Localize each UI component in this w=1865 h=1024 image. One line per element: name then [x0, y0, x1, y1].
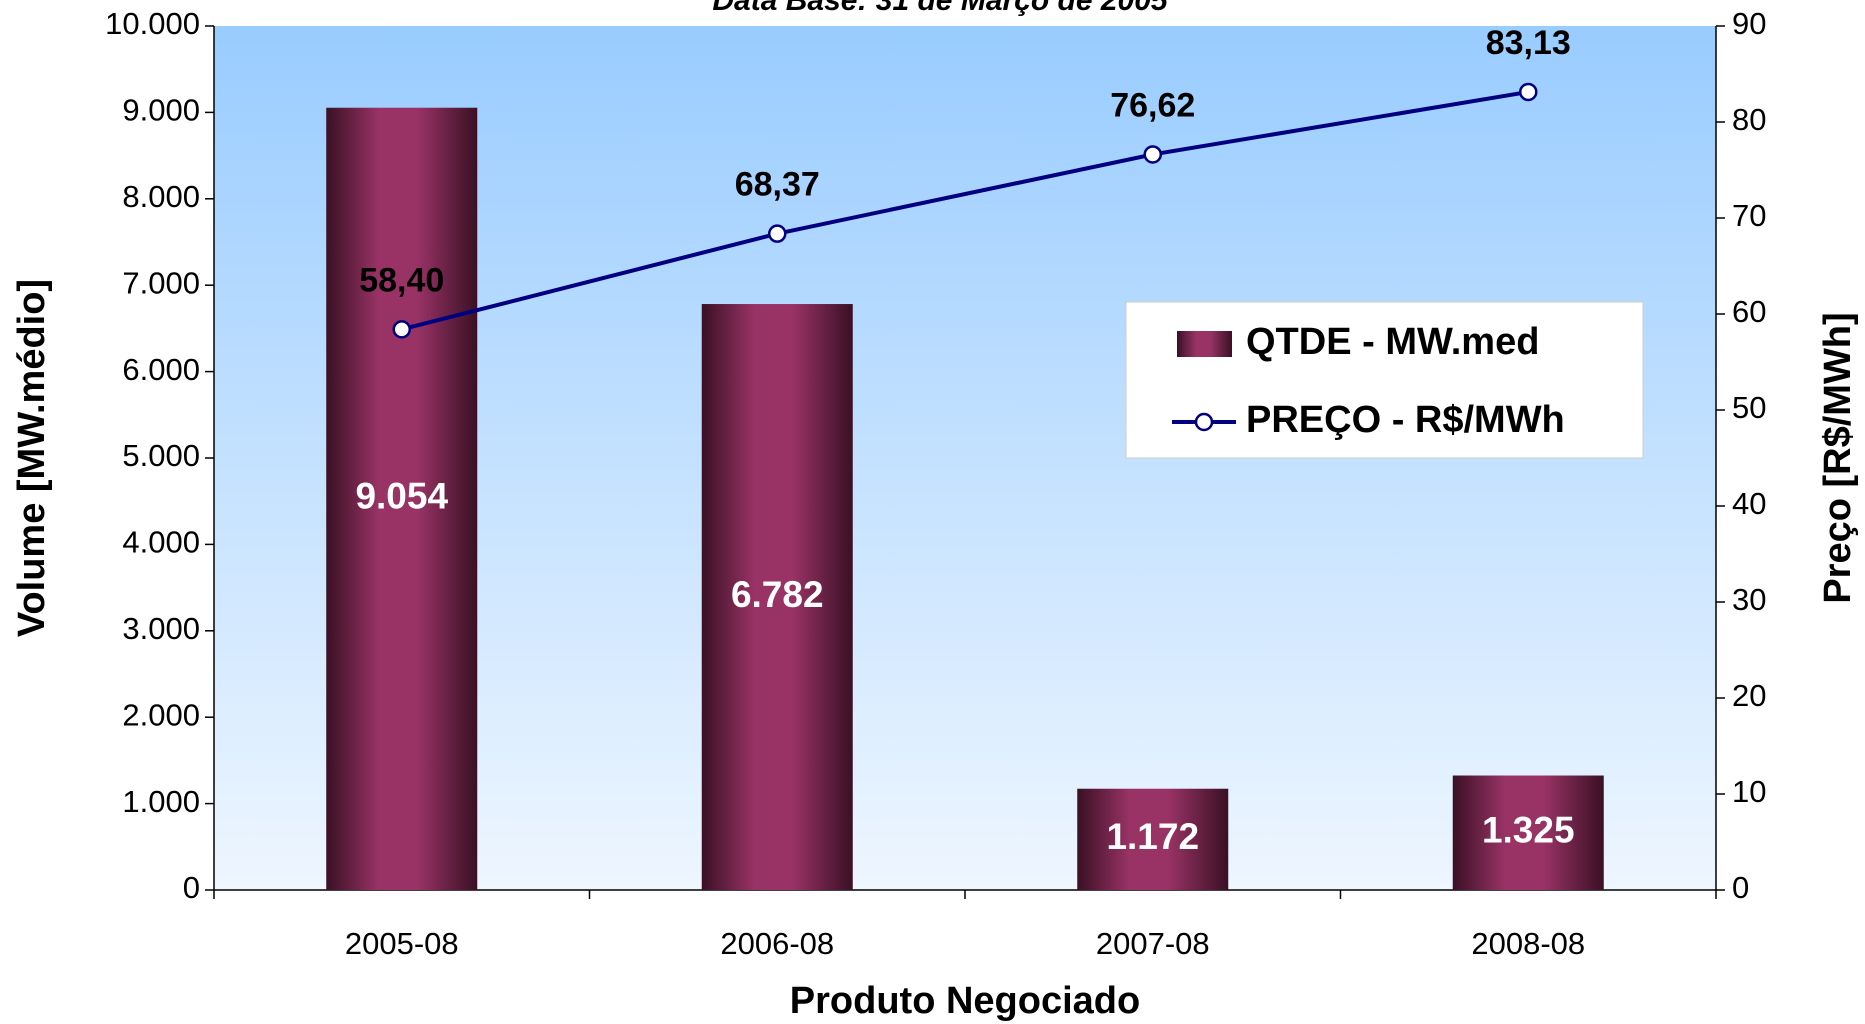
x-tick-label: 2008-08	[1471, 926, 1585, 961]
price-marker	[1519, 82, 1538, 102]
y2-tick-label: 60	[1732, 294, 1766, 329]
x-tick-label: 2006-08	[720, 926, 834, 961]
y2-tick-label: 30	[1732, 582, 1766, 617]
y-tick-label: 1.000	[122, 784, 200, 819]
y2-tick-label: 90	[1732, 6, 1766, 41]
price-marker	[392, 320, 411, 339]
y2-tick-label: 40	[1732, 486, 1766, 521]
y-tick-label: 4.000	[122, 525, 200, 560]
price-marker	[768, 224, 787, 243]
y-tick-label: 6.000	[122, 352, 200, 387]
y-tick-label: 10.000	[105, 6, 200, 41]
line-value-label: 76,62	[1110, 86, 1195, 124]
subtitle: Data Base: 31 de Março de 2005	[712, 0, 1169, 17]
bar	[701, 304, 853, 891]
y2-tick-label: 70	[1732, 198, 1766, 233]
y-tick-label: 0	[183, 870, 200, 905]
price-line	[401, 89, 1529, 332]
x-tick-label: 2007-08	[1096, 926, 1210, 961]
y-tick-label: 7.000	[122, 265, 200, 300]
bar-value-label: 9.054	[355, 476, 448, 517]
y-axis-title: Volume [MW.médio]	[11, 279, 53, 637]
line-value-label: 68,37	[735, 166, 820, 204]
y2-tick-label: 20	[1732, 678, 1766, 713]
bar	[1077, 788, 1229, 890]
bar-value-label: 1.172	[1106, 816, 1199, 857]
x-axis-title: Produto Negociado	[790, 980, 1140, 1022]
bar-value-label: 1.325	[1482, 810, 1575, 851]
y-tick-label: 9.000	[122, 93, 200, 128]
y2-axis-title: Preço [R$/MWh]	[1817, 312, 1859, 603]
legend	[1125, 301, 1644, 459]
y2-tick-label: 0	[1732, 870, 1749, 905]
y2-tick-label: 10	[1732, 774, 1766, 809]
legend-swatch	[1177, 331, 1232, 357]
y-tick-label: 3.000	[122, 611, 200, 646]
legend-label: PREÇO - R$/MWh	[1246, 399, 1565, 441]
y-tick-label: 8.000	[122, 179, 200, 214]
legend-marker	[1194, 412, 1214, 432]
line-value-label: 83,13	[1486, 24, 1571, 62]
y2-tick-label: 50	[1732, 390, 1766, 425]
bar-value-label: 6.782	[731, 574, 824, 615]
y-tick-label: 5.000	[122, 438, 200, 473]
y2-tick-label: 80	[1732, 102, 1766, 137]
bar	[326, 107, 478, 891]
line-value-label: 58,40	[359, 261, 444, 299]
bar	[1452, 775, 1604, 890]
price-marker	[1143, 145, 1162, 164]
x-tick-label: 2005-08	[345, 926, 459, 961]
legend-label: QTDE - MW.med	[1246, 321, 1539, 363]
y-tick-label: 2.000	[122, 697, 200, 732]
